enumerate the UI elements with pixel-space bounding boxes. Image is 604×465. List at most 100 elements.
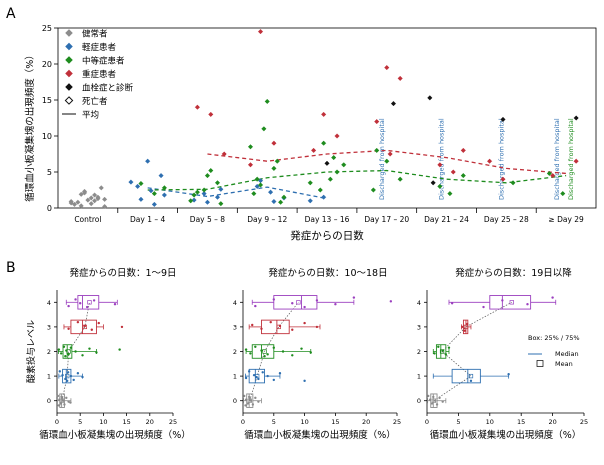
y-tick-label: 25 xyxy=(42,24,52,33)
data-point-moderate xyxy=(447,191,453,197)
x-tick-label: 5 xyxy=(78,418,82,426)
data-point-severe xyxy=(397,75,403,81)
data-point xyxy=(58,370,61,373)
x-tick-label: ≥ Day 29 xyxy=(548,215,584,224)
data-point xyxy=(58,398,61,401)
data-point xyxy=(352,296,356,299)
y-tick-label: 5 xyxy=(47,168,52,177)
x-tick-label: Day 9 – 12 xyxy=(247,215,287,224)
data-point xyxy=(435,403,439,406)
data-point-mild xyxy=(307,198,313,204)
box-level-1 xyxy=(248,368,266,384)
mean-trend-line xyxy=(249,302,299,401)
y-tick-label: 2 xyxy=(47,348,51,356)
x-tick-label: Day 5 – 8 xyxy=(190,215,225,224)
data-point-mild xyxy=(191,197,197,203)
data-point xyxy=(254,345,257,348)
data-point xyxy=(81,354,84,357)
data-point xyxy=(60,397,64,401)
data-point-moderate xyxy=(257,182,264,188)
data-point xyxy=(433,352,436,355)
data-point xyxy=(64,377,67,381)
data-point-moderate xyxy=(384,158,390,164)
data-point xyxy=(251,403,255,406)
panel-label-b: B xyxy=(6,260,16,276)
data-point xyxy=(291,302,294,305)
mean-marker xyxy=(509,300,514,305)
data-point xyxy=(272,298,275,301)
data-point xyxy=(438,396,441,400)
x-tick-label: 10 xyxy=(486,418,494,426)
y-tick-label: 0 xyxy=(417,397,421,405)
data-point-moderate xyxy=(460,173,466,179)
data-point-moderate xyxy=(247,144,254,150)
x-tick-label: 25 xyxy=(393,418,401,426)
y-tick-label: 0 xyxy=(47,397,51,405)
data-point-moderate xyxy=(437,183,443,189)
data-point-moderate xyxy=(274,158,280,164)
data-point-moderate xyxy=(370,187,376,193)
data-point-control xyxy=(88,195,94,201)
data-point xyxy=(74,298,77,301)
data-point xyxy=(447,346,451,349)
data-point xyxy=(428,398,432,401)
data-point-control xyxy=(88,201,94,207)
y-tick-label: 3 xyxy=(417,323,421,331)
data-point-thrombosis xyxy=(427,95,433,101)
legend-marker xyxy=(65,29,73,37)
data-point xyxy=(69,374,73,378)
x-tick-label: 5 xyxy=(456,418,460,426)
data-point xyxy=(254,304,257,308)
data-point xyxy=(244,376,248,380)
data-point-moderate xyxy=(341,162,347,168)
data-point xyxy=(254,396,257,400)
data-point xyxy=(63,403,66,406)
data-point xyxy=(65,396,68,400)
mean-trend-line xyxy=(61,302,90,401)
data-point xyxy=(79,302,82,305)
data-point-mild xyxy=(138,196,144,202)
data-point-moderate xyxy=(331,155,337,161)
data-point xyxy=(315,299,319,302)
box-level-4 xyxy=(273,295,318,310)
data-point-control xyxy=(102,196,108,202)
legend-label: 重症患者 xyxy=(82,69,117,80)
y-tick-label: 2 xyxy=(233,348,237,356)
legend-label: 死亡者 xyxy=(82,96,108,107)
data-point xyxy=(251,323,254,327)
legend-label: 平均 xyxy=(82,110,99,121)
data-point-severe xyxy=(487,158,493,164)
mean-marker xyxy=(463,324,469,330)
data-point xyxy=(444,353,448,356)
data-point xyxy=(69,401,72,404)
data-point xyxy=(92,299,96,302)
x-tick-label: 5 xyxy=(272,418,276,426)
x-tick-label: 10 xyxy=(99,418,107,426)
x-tick-label: 20 xyxy=(548,418,556,426)
y-tick-label: 1 xyxy=(417,373,421,381)
y-tick-label: 15 xyxy=(42,96,52,105)
data-point-moderate xyxy=(560,191,566,197)
data-point xyxy=(430,402,434,405)
data-point xyxy=(85,305,89,309)
discharged-label: Discharged from hospital xyxy=(378,118,386,200)
discharged-label: Discharged from hospital xyxy=(567,118,575,200)
data-point xyxy=(90,328,94,331)
x-tick-label: Control xyxy=(74,215,101,224)
data-point-moderate xyxy=(251,191,257,197)
data-point xyxy=(266,353,269,356)
x-tick-label: 10 xyxy=(300,418,308,426)
x-tick-label: 0 xyxy=(55,418,59,426)
legend-label: 中等症患者 xyxy=(82,56,125,67)
box-level-4 xyxy=(77,295,100,310)
box-level-3 xyxy=(261,319,290,335)
data-point-moderate xyxy=(397,176,403,182)
data-point-thrombosis xyxy=(573,115,579,121)
box-level-2 xyxy=(251,344,275,359)
data-point-thrombosis xyxy=(324,160,330,166)
data-point xyxy=(441,349,444,352)
data-point-severe xyxy=(384,65,390,71)
legend-marker xyxy=(65,42,73,51)
y-tick-label: 3 xyxy=(233,323,237,331)
data-point-moderate xyxy=(194,189,200,195)
